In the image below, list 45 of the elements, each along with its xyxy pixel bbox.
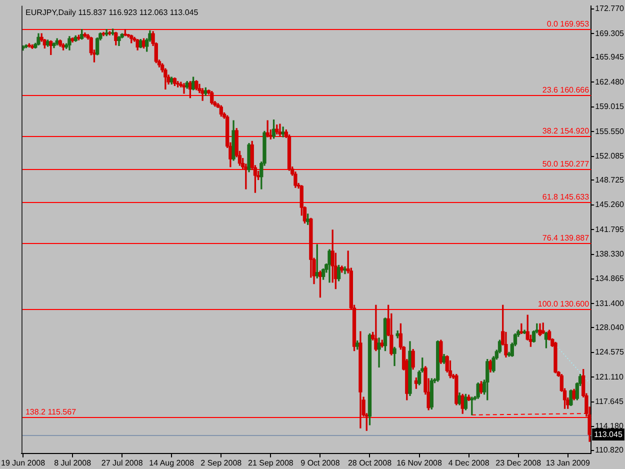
y-tick-label: 165.945 xyxy=(595,52,625,62)
y-tick-label: 145.260 xyxy=(595,200,625,210)
x-tick-label: 28 Oct 2008 xyxy=(348,458,392,468)
ref-line-label: 38.2 154.920 xyxy=(542,126,590,136)
candlestick xyxy=(182,83,186,94)
y-tick-label: 159.015 xyxy=(595,102,625,112)
y-tick-label: 124.575 xyxy=(595,348,625,357)
y-tick-label: 121.110 xyxy=(595,372,624,382)
y-tick-label: 169.305 xyxy=(595,28,625,38)
ref-line-label: 138.2 115.567 xyxy=(25,408,77,417)
x-tick-label: 13 Jan 2009 xyxy=(546,458,590,468)
x-tick-label: 27 Jul 2008 xyxy=(101,458,144,468)
x-tick-label: 23 Dec 2008 xyxy=(496,458,542,468)
candlestick xyxy=(520,323,524,334)
y-tick-label: 131.400 xyxy=(595,298,625,308)
ref-line-label: 50.0 150.277 xyxy=(542,160,590,169)
ref-line-label: 23.6 160.666 xyxy=(542,86,590,95)
chart-title: EURJPY,Daily 115.837 116.923 112.063 113.045 xyxy=(25,8,199,18)
y-tick-label: 134.865 xyxy=(595,274,625,284)
x-tick-label: 16 Nov 2008 xyxy=(396,458,442,468)
y-tick-label: 148.725 xyxy=(595,175,625,184)
y-tick-label: 152.085 xyxy=(595,152,625,160)
x-tick-label: 9 Oct 2008 xyxy=(300,458,340,468)
y-tick-label: 162.480 xyxy=(595,77,625,86)
y-tick-label: 117.645 xyxy=(595,396,624,406)
candlestick xyxy=(377,338,381,368)
x-tick-label: 8 Jul 2008 xyxy=(54,458,92,468)
y-tick-label: 138.330 xyxy=(595,250,625,259)
x-tick-label: 21 Sep 2008 xyxy=(248,458,294,468)
y-tick-label: 141.795 xyxy=(595,224,625,234)
x-tick-label: 14 Aug 2008 xyxy=(149,458,195,468)
y-tick-label: 114.180 xyxy=(595,422,624,431)
ref-line-label: 0.0 169.953 xyxy=(546,20,590,29)
candlestick xyxy=(281,126,285,138)
ref-line-label: 61.8 145.633 xyxy=(542,192,590,202)
ref-line-label: 100.0 130.600 xyxy=(538,300,590,309)
y-tick-label: 110.820 xyxy=(595,446,624,455)
x-tick-label: 4 Dec 2008 xyxy=(448,458,490,468)
y-tick-label: 155.550 xyxy=(595,126,625,136)
y-tick-label: 128.040 xyxy=(595,322,625,332)
y-tick-label: 172.770 xyxy=(595,4,625,14)
ref-line-label: 76.4 139.887 xyxy=(542,234,590,243)
annotation: 113.045 xyxy=(594,430,623,439)
x-tick-label: 2 Sep 2008 xyxy=(200,458,242,468)
x-tick-label: 19 Jun 2008 xyxy=(1,458,46,468)
